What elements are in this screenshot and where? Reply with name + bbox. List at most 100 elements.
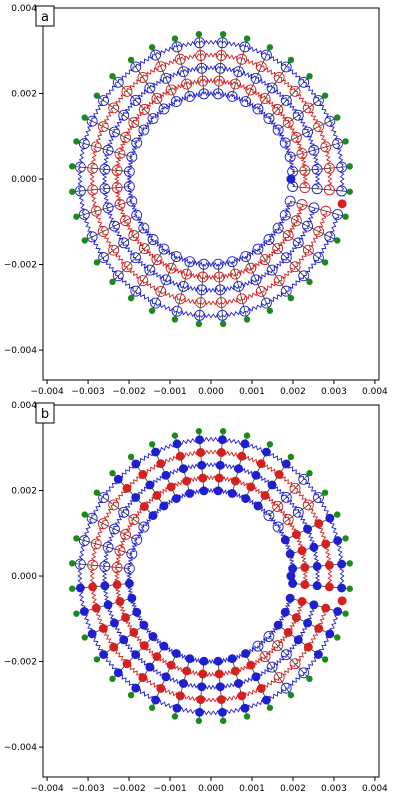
- highlight-node: [286, 174, 296, 184]
- ring-node-open: [313, 121, 325, 133]
- ring-node-open: [121, 261, 133, 273]
- outer-marker: [81, 237, 88, 244]
- ring-node-open: [280, 94, 292, 106]
- spoke-line: [112, 239, 154, 283]
- spoke-line: [174, 261, 191, 320]
- plot-area-a: [69, 31, 353, 328]
- y-tick-label: −0.004: [4, 743, 38, 753]
- outer-marker: [81, 511, 88, 518]
- ring-node-open: [260, 297, 272, 309]
- outer-marker: [346, 163, 353, 170]
- ring-node-open: [114, 148, 126, 160]
- ring-node-open: [290, 132, 302, 143]
- ring-node-open: [150, 49, 162, 61]
- ring-node-filled: [148, 632, 158, 641]
- y-tick-label: 0.004: [11, 4, 37, 14]
- ring-node-open: [181, 78, 193, 90]
- outer-marker: [334, 114, 341, 121]
- ring-node-filled: [230, 666, 240, 676]
- ring-node-filled: [109, 642, 119, 652]
- ring-node-open: [171, 41, 183, 53]
- outer-marker: [148, 307, 156, 314]
- ring-node-filled: [112, 580, 122, 590]
- ring-spring-1: [114, 77, 308, 281]
- ring-node-open: [138, 243, 150, 255]
- ring-node-open: [198, 88, 210, 100]
- ring-node-filled: [217, 435, 227, 445]
- ring-node-filled: [131, 459, 141, 469]
- spoke-line: [96, 492, 145, 528]
- ring-node-open: [123, 563, 135, 575]
- ring-node-open: [98, 95, 110, 107]
- ring-node-filled: [256, 459, 266, 469]
- ring-node-filled: [246, 482, 256, 492]
- outer-marker: [109, 278, 116, 286]
- spoke-line: [277, 227, 326, 263]
- outer-marker: [93, 259, 101, 266]
- ring-node-filled: [215, 682, 225, 692]
- ring-node-open: [144, 264, 156, 276]
- outer-marker: [171, 713, 179, 720]
- outer-marker: [109, 470, 116, 477]
- ring-node-filled: [213, 656, 223, 666]
- ring-node-open: [130, 61, 142, 73]
- ring-node-open: [214, 62, 226, 74]
- spoke-line: [285, 117, 338, 144]
- spoke-line: [257, 59, 292, 110]
- spoke-line: [112, 75, 154, 119]
- ring-node-filled: [196, 695, 206, 705]
- panel-label-box-a: [35, 5, 55, 27]
- spoke-line: [151, 47, 177, 102]
- ring-node-filled: [234, 678, 244, 688]
- ring-node-filled: [171, 649, 181, 658]
- outer-marker: [346, 585, 353, 592]
- ring-node-open: [138, 521, 150, 533]
- spoke-line: [245, 256, 271, 311]
- ring-node-filled: [156, 459, 166, 469]
- ring-node-filled: [261, 447, 271, 457]
- ring-node-filled: [199, 486, 209, 496]
- ring-node-open: [160, 72, 172, 84]
- ring-node-filled: [132, 607, 142, 617]
- ring-node-open: [312, 252, 324, 263]
- ring-node-filled: [321, 603, 331, 613]
- ring-node-open: [255, 285, 267, 297]
- x-tick-label: −0.002: [112, 784, 145, 794]
- spoke-line: [72, 165, 130, 172]
- ring-node-open: [282, 514, 294, 526]
- spoke-line: [231, 261, 248, 320]
- ring-node-filled: [156, 683, 166, 693]
- x-tick-label: −0.004: [30, 784, 64, 794]
- ring-node-filled: [241, 649, 251, 658]
- ring-node-open: [263, 510, 275, 522]
- ring-node-open: [121, 85, 133, 97]
- ring-node-filled: [234, 464, 244, 474]
- ring-node-open: [332, 208, 344, 220]
- ring-node-open: [320, 141, 332, 153]
- ring-node-open: [151, 254, 163, 266]
- ring-node-open: [252, 640, 264, 652]
- ring-node-filled: [216, 448, 226, 457]
- ring-node-open: [108, 499, 120, 511]
- axes-a: −0.004 −0.003 −0.002 −0.001 0.000 0.001 0.002 0…: [4, 4, 388, 397]
- ring-node-filled: [172, 703, 182, 713]
- ring-node-open: [259, 93, 271, 104]
- ring-node-open: [273, 275, 285, 287]
- outer-marker: [73, 610, 80, 617]
- ring-node-filled: [227, 654, 237, 664]
- ring-node-filled: [309, 600, 319, 610]
- ring-node-open: [336, 161, 348, 173]
- outer-marker: [73, 213, 80, 220]
- ring-node-open: [111, 182, 123, 194]
- ring-node-open: [184, 256, 196, 268]
- ring-node-open: [323, 162, 335, 174]
- ring-node-open: [280, 649, 292, 661]
- ring-node-open: [272, 104, 284, 115]
- outer-marker: [195, 428, 203, 435]
- ring-node-open: [78, 535, 90, 547]
- x-tick-label: 0.003: [321, 784, 347, 794]
- ring-node-open: [298, 473, 310, 485]
- outer-marker: [219, 428, 227, 435]
- spoke-line: [231, 38, 248, 97]
- ring-node-open: [198, 258, 210, 270]
